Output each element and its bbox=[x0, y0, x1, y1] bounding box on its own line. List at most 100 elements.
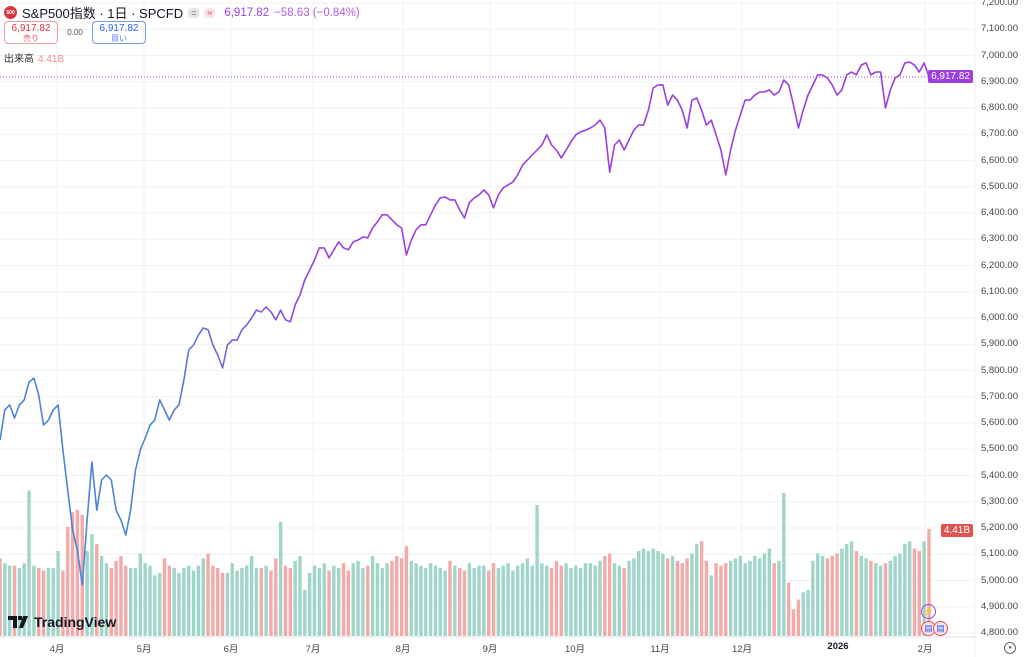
volume-bar-up bbox=[612, 563, 617, 636]
symbol-header: 500 S&P500指数 · 1日 · SPCFD = ≈ 6,917.82 −… bbox=[4, 3, 360, 22]
volume-bar-up bbox=[148, 565, 152, 636]
volume-bar-up bbox=[743, 563, 747, 636]
volume-bar-up bbox=[564, 563, 568, 636]
lightning-icon[interactable]: ⚡ bbox=[921, 604, 936, 619]
volume-bar-up bbox=[245, 565, 249, 636]
volume-bar-down bbox=[399, 558, 404, 636]
volume-bar-up bbox=[85, 551, 89, 636]
price-tick-label: 6,500.00 bbox=[981, 180, 1018, 192]
volume-bar-up bbox=[128, 568, 133, 636]
volume-bar-up bbox=[598, 560, 602, 636]
volume-bar-up bbox=[230, 563, 234, 636]
volume-bar-up bbox=[225, 572, 230, 636]
buy-price: 6,917.82 bbox=[99, 23, 139, 34]
time-tick-label: 2026 bbox=[827, 641, 849, 652]
volume-bar-up bbox=[593, 565, 597, 636]
volume-bar-up bbox=[530, 565, 534, 636]
volume-bar-down bbox=[211, 565, 215, 636]
pill-approx[interactable]: ≈ bbox=[204, 7, 216, 18]
price-tick-label: 6,400.00 bbox=[981, 207, 1018, 218]
volume-bar-up bbox=[782, 492, 786, 636]
time-tick-label: 2月 bbox=[917, 644, 933, 655]
volume-bar-up bbox=[651, 548, 655, 636]
price-tick-label: 6,300.00 bbox=[981, 233, 1018, 245]
sell-button[interactable]: 6,917.82 売り bbox=[4, 21, 58, 44]
us-flag-event-icon-2[interactable]: ▤ bbox=[933, 621, 948, 636]
price-tick-label: 6,900.00 bbox=[981, 75, 1018, 87]
volume-bar-up bbox=[99, 555, 104, 636]
volume-bar-up bbox=[907, 541, 912, 636]
volume-bar-up bbox=[806, 589, 810, 636]
volume-bar-up bbox=[472, 568, 476, 636]
trade-panel: 6,917.82 売り 0.00 6,917.82 買い bbox=[4, 21, 146, 44]
volume-bar-up bbox=[438, 568, 443, 636]
volume-bar-down bbox=[825, 558, 830, 636]
volume-bar-down bbox=[912, 548, 917, 636]
volume-bar-up bbox=[385, 563, 389, 636]
volume-bar-down bbox=[366, 565, 370, 636]
volume-bar-down bbox=[448, 560, 452, 636]
volume-bar-down bbox=[772, 563, 776, 636]
volume-bar-up bbox=[540, 563, 544, 636]
volume-bar-up bbox=[443, 570, 447, 636]
price-tick-label: 6,600.00 bbox=[981, 154, 1018, 166]
price-tick-label: 5,800.00 bbox=[981, 364, 1018, 376]
last-price: 6,917.82 bbox=[224, 6, 270, 19]
volume-bar-up bbox=[574, 565, 578, 636]
volume-bar-up bbox=[501, 565, 505, 636]
volume-bar-up bbox=[278, 521, 283, 636]
pill-equal[interactable]: = bbox=[188, 7, 200, 18]
volume-bar-up bbox=[153, 575, 157, 636]
volume-bar-down bbox=[274, 558, 278, 636]
price-tick-label: 6,700.00 bbox=[981, 128, 1018, 140]
volume-bar-up bbox=[874, 563, 878, 636]
volume-bar-up bbox=[801, 592, 805, 636]
price-tick-label: 5,900.00 bbox=[981, 338, 1018, 350]
volume-bar-up bbox=[709, 575, 713, 636]
volume-bar-up bbox=[661, 553, 665, 636]
volume-bar-down bbox=[724, 563, 728, 636]
volume-bar-up bbox=[293, 560, 297, 636]
volume-bar-down bbox=[666, 558, 670, 636]
volume-bar-up bbox=[525, 558, 530, 636]
price-tick-label: 5,400.00 bbox=[981, 469, 1018, 481]
volume-bar-up bbox=[17, 568, 22, 636]
buy-label: 買い bbox=[111, 34, 127, 43]
volume-bar-up bbox=[753, 555, 757, 636]
volume-bar-down bbox=[269, 570, 273, 636]
volume-bar-up bbox=[264, 565, 268, 636]
volume-bar-up bbox=[588, 563, 593, 636]
settings-gear-icon[interactable]: ● bbox=[1004, 642, 1016, 654]
volume-bar-up bbox=[409, 560, 413, 636]
price-tick-label: 6,200.00 bbox=[981, 259, 1018, 271]
volume-bar-down bbox=[12, 565, 17, 636]
symbol-title[interactable]: S&P500指数 · 1日 · SPCFD bbox=[22, 6, 184, 21]
volume-bar-up bbox=[864, 558, 868, 636]
volume-bar-down bbox=[462, 570, 467, 636]
volume-bar-up bbox=[46, 568, 51, 636]
volume-bar-up bbox=[235, 570, 239, 636]
tradingview-logo[interactable]: TradingView bbox=[8, 614, 116, 630]
volume-bar-up bbox=[419, 565, 423, 636]
volume-bar-down bbox=[554, 560, 559, 636]
volume-bar-up bbox=[298, 555, 302, 636]
volume-bar-up bbox=[322, 563, 326, 636]
volume-bar-down bbox=[404, 546, 409, 636]
volume-bar-up bbox=[240, 568, 244, 636]
volume-bar-down bbox=[390, 560, 394, 636]
volume-bar-up bbox=[27, 490, 31, 636]
volume-bar-up bbox=[840, 548, 844, 636]
volume-bar-down bbox=[622, 568, 626, 636]
buy-button[interactable]: 6,917.82 買い bbox=[92, 21, 146, 44]
volume-legend[interactable]: 出来高 4.41B bbox=[4, 50, 64, 65]
volume-bar-up bbox=[196, 565, 201, 636]
volume-bar-up bbox=[336, 568, 341, 636]
volume-bar-up bbox=[317, 568, 322, 636]
volume-bar-up bbox=[51, 568, 55, 636]
volume-bar-up bbox=[56, 551, 60, 636]
price-tick-label: 5,600.00 bbox=[981, 417, 1018, 428]
volume-bar-up bbox=[583, 563, 588, 636]
volume-bar-up bbox=[903, 543, 907, 636]
volume-bar-up bbox=[893, 555, 897, 636]
